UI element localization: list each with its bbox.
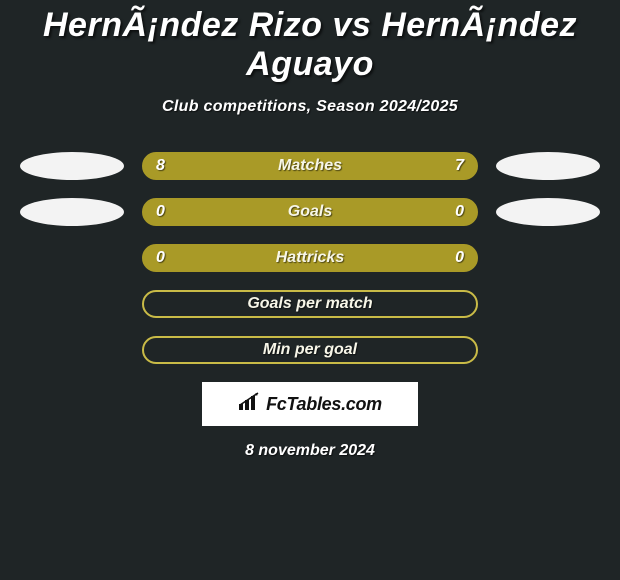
player-left-ellipse bbox=[20, 152, 124, 180]
brand-badge: FcTables.com bbox=[202, 382, 418, 426]
stat-value-right: 0 bbox=[455, 249, 464, 267]
bars-icon bbox=[238, 392, 262, 417]
stats-rows-container: 8 Matches 7 0 Goals 0 0 Hattricks 0 Goals per mat… bbox=[0, 152, 620, 364]
stat-label: Matches bbox=[278, 157, 342, 175]
date-line: 8 november 2024 bbox=[0, 442, 620, 460]
stat-value-left: 0 bbox=[156, 249, 165, 267]
stat-value-left: 8 bbox=[156, 157, 165, 175]
player-right-ellipse bbox=[496, 198, 600, 226]
player-left-ellipse bbox=[20, 198, 124, 226]
stat-pill: Min per goal bbox=[142, 336, 478, 364]
stat-label: Goals bbox=[288, 203, 332, 221]
stat-row: Min per goal bbox=[0, 336, 620, 364]
stat-row: 0 Goals 0 bbox=[0, 198, 620, 226]
player-right-ellipse bbox=[496, 152, 600, 180]
stat-pill: 8 Matches 7 bbox=[142, 152, 478, 180]
brand-text: FcTables.com bbox=[266, 394, 382, 415]
stat-label: Hattricks bbox=[276, 249, 344, 267]
page-subtitle: Club competitions, Season 2024/2025 bbox=[0, 98, 620, 116]
stat-row: 8 Matches 7 bbox=[0, 152, 620, 180]
stat-label: Goals per match bbox=[247, 295, 372, 313]
stat-pill: 0 Hattricks 0 bbox=[142, 244, 478, 272]
stat-row: 0 Hattricks 0 bbox=[0, 244, 620, 272]
page-title: HernÃ¡ndez Rizo vs HernÃ¡ndez Aguayo bbox=[0, 0, 620, 84]
stat-pill: 0 Goals 0 bbox=[142, 198, 478, 226]
stat-value-right: 7 bbox=[455, 157, 464, 175]
stat-pill: Goals per match bbox=[142, 290, 478, 318]
stat-row: Goals per match bbox=[0, 290, 620, 318]
stat-label: Min per goal bbox=[263, 341, 357, 359]
stat-value-left: 0 bbox=[156, 203, 165, 221]
stat-value-right: 0 bbox=[455, 203, 464, 221]
